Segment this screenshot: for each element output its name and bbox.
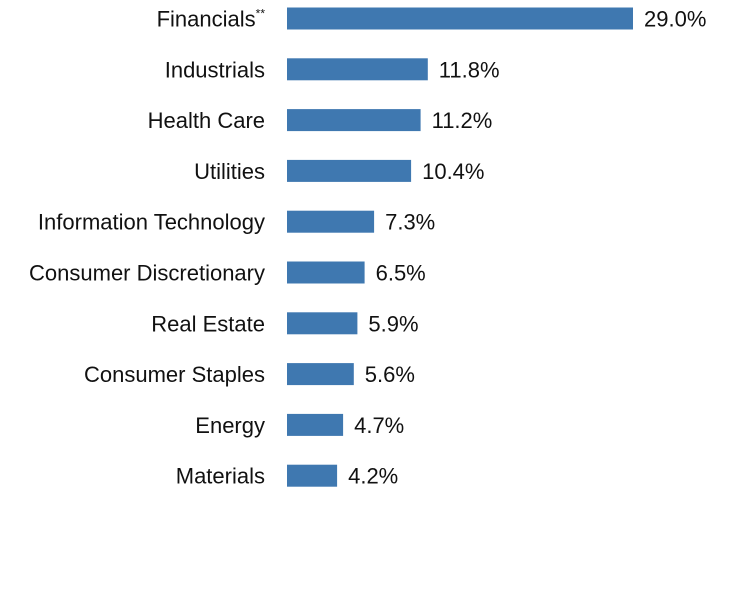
bar-utilities: [287, 159, 412, 182]
value-label-financials: 29.0%: [644, 7, 706, 32]
category-label-consumer-staples: Consumer Staples: [84, 362, 265, 387]
bars-group: [287, 7, 633, 487]
value-label-consumer-discretionary: 6.5%: [376, 261, 426, 286]
bar-real-estate: [287, 312, 358, 335]
value-label-health-care: 11.2%: [432, 108, 493, 133]
value-label-information-technology: 7.3%: [385, 210, 435, 235]
bar-materials: [287, 464, 338, 487]
category-superscript: **: [256, 7, 266, 21]
category-label-real-estate: Real Estate: [151, 311, 265, 336]
value-label-consumer-staples: 5.6%: [365, 362, 415, 387]
category-label-utilities: Utilities: [194, 159, 265, 184]
bar-energy: [287, 413, 344, 436]
bar-consumer-discretionary: [287, 261, 365, 284]
category-label-information-technology: Information Technology: [38, 210, 265, 235]
value-label-utilities: 10.4%: [422, 159, 484, 184]
category-label-energy: Energy: [195, 413, 265, 438]
bar-consumer-staples: [287, 363, 354, 386]
value-label-industrials: 11.8%: [439, 57, 500, 82]
category-label-industrials: Industrials: [165, 57, 265, 82]
bar-industrials: [287, 58, 428, 81]
value-labels-group: 29.0% 11.8% 11.2% 10.4% 7.3% 6.5% 5.9% 5.6% 4.7%…: [348, 7, 706, 489]
bar-financials: [287, 7, 633, 30]
value-label-materials: 4.2%: [348, 464, 398, 489]
category-label-consumer-discretionary: Consumer Discretionary: [29, 261, 265, 286]
category-labels-group: Financials** Industrials Health Care Utilit…: [29, 7, 265, 489]
category-label-materials: Materials: [176, 464, 265, 489]
category-label-health-care: Health Care: [148, 108, 265, 133]
bar-health-care: [287, 109, 421, 132]
bar-information-technology: [287, 210, 375, 233]
category-label-financials: Financials**: [157, 7, 266, 32]
value-label-real-estate: 5.9%: [368, 311, 418, 336]
value-label-energy: 4.7%: [354, 413, 404, 438]
